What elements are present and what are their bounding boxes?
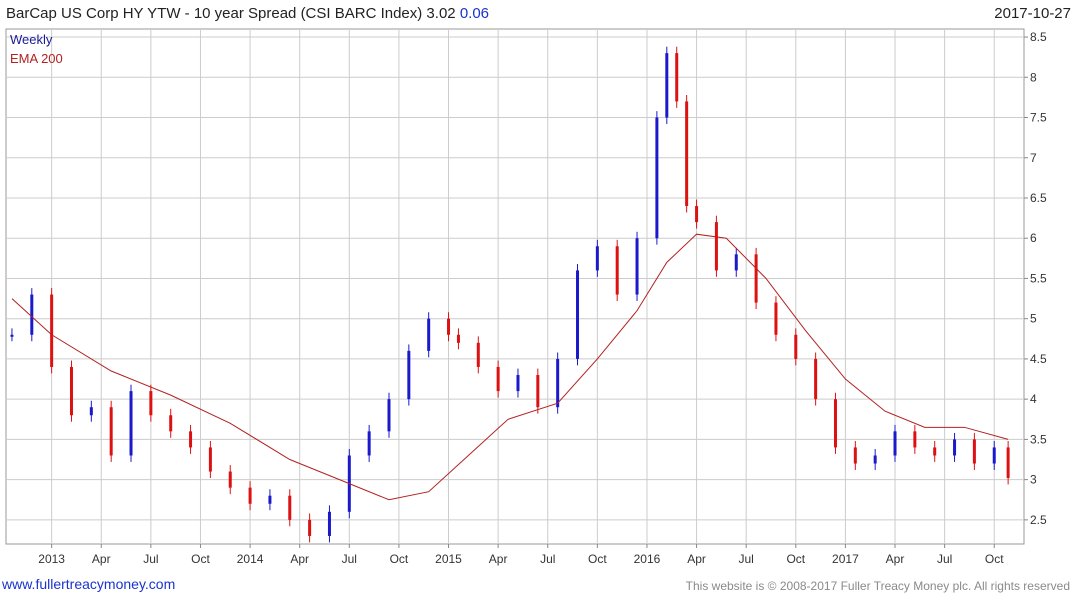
price-bar [89,407,93,416]
x-tick-label: Jul [739,552,754,566]
change-value: 0.06 [459,5,490,22]
price-bar [1006,447,1010,479]
x-tick-label: Oct [390,552,409,566]
title-text: BarCap US Corp HY YTW - 10 year Spread (… [6,5,456,22]
price-bar [447,318,451,335]
price-bar [992,447,996,464]
x-tick-label: Jul [937,552,952,566]
price-bar [327,511,331,536]
price-bar [972,439,976,464]
price-bar [109,407,113,456]
price-bar [913,431,917,448]
price-bar [129,391,133,456]
price-bar [268,495,272,504]
y-tick-label: 3.5 [1030,432,1047,446]
y-tick-label: 5.5 [1030,271,1047,285]
price-bar [734,254,738,271]
price-bar [595,246,599,271]
y-tick-label: 5 [1030,312,1037,326]
y-tick-label: 2.5 [1030,513,1047,527]
y-tick-label: 6.5 [1030,191,1047,205]
x-tick-label: Oct [786,552,805,566]
x-tick-label: Jul [143,552,158,566]
price-bar [516,375,520,392]
price-bar [814,358,818,400]
price-bar [556,358,560,408]
legend-entry: Weekly [10,32,53,47]
price-bar [407,350,411,400]
x-tick-label: Apr [489,552,508,566]
x-tick-label: 2017 [832,552,859,566]
price-bar [576,270,580,359]
x-tick-label: 2016 [634,552,661,566]
price-bar [665,53,669,118]
y-tick-label: 7.5 [1030,111,1047,125]
site-link[interactable]: www.fullertreacymoney.com [2,576,176,592]
y-tick-label: 7 [1030,151,1037,165]
price-bar [427,318,431,351]
legend-entry: EMA 200 [10,51,63,66]
price-bar [248,487,252,504]
price-bar [476,342,480,367]
price-bar [675,53,679,102]
price-bar [189,431,193,448]
price-bar [50,294,54,367]
x-tick-label: Apr [290,552,309,566]
chart-title: BarCap US Corp HY YTW - 10 year Spread (… [6,5,489,22]
x-tick-label: Jul [540,552,555,566]
price-bar [456,334,460,343]
ema-line [11,233,1009,501]
price-bar [794,334,798,359]
x-tick-label: Apr [886,552,905,566]
x-tick-label: Oct [985,552,1004,566]
price-bar [933,447,937,456]
price-bar [615,246,619,295]
price-bar [714,222,718,271]
price-bar [754,254,758,303]
price-bar [10,334,14,337]
price-bar [833,399,837,448]
y-tick-label: 8.5 [1030,30,1047,44]
price-bar [853,447,857,464]
x-tick-label: 2015 [435,552,462,566]
x-tick-label: Oct [588,552,607,566]
y-tick-label: 6 [1030,231,1037,245]
x-tick-label: Jul [342,552,357,566]
price-bar [536,375,540,408]
price-bar [953,439,957,456]
price-bar [873,455,877,464]
price-bar [30,294,34,335]
y-tick-label: 4 [1030,392,1037,406]
x-tick-label: 2013 [38,552,65,566]
price-bar [893,431,897,456]
price-bar [367,431,371,456]
price-bar [635,238,639,295]
price-bar [685,101,689,207]
chart-date: 2017-10-27 [994,5,1071,22]
price-bar [288,495,292,520]
y-tick-label: 4.5 [1030,352,1047,366]
price-bar [695,206,699,223]
price-bar [149,391,153,416]
price-bar [308,519,312,536]
price-bar [69,366,73,416]
price-bar [655,117,659,239]
plot-frame [5,28,1025,545]
price-bar [169,415,173,432]
y-tick-label: 8 [1030,70,1037,84]
copyright-notice: This website is © 2008-2017 Fuller Treac… [685,579,1070,593]
y-tick-label: 3 [1030,473,1037,487]
x-tick-label: Apr [92,552,111,566]
price-bar [228,471,232,488]
x-tick-label: Oct [191,552,210,566]
price-bar [496,366,500,392]
price-bar [774,302,778,335]
price-bar [387,399,391,432]
x-tick-label: Apr [687,552,706,566]
price-bar [208,447,212,472]
x-tick-label: 2014 [237,552,264,566]
